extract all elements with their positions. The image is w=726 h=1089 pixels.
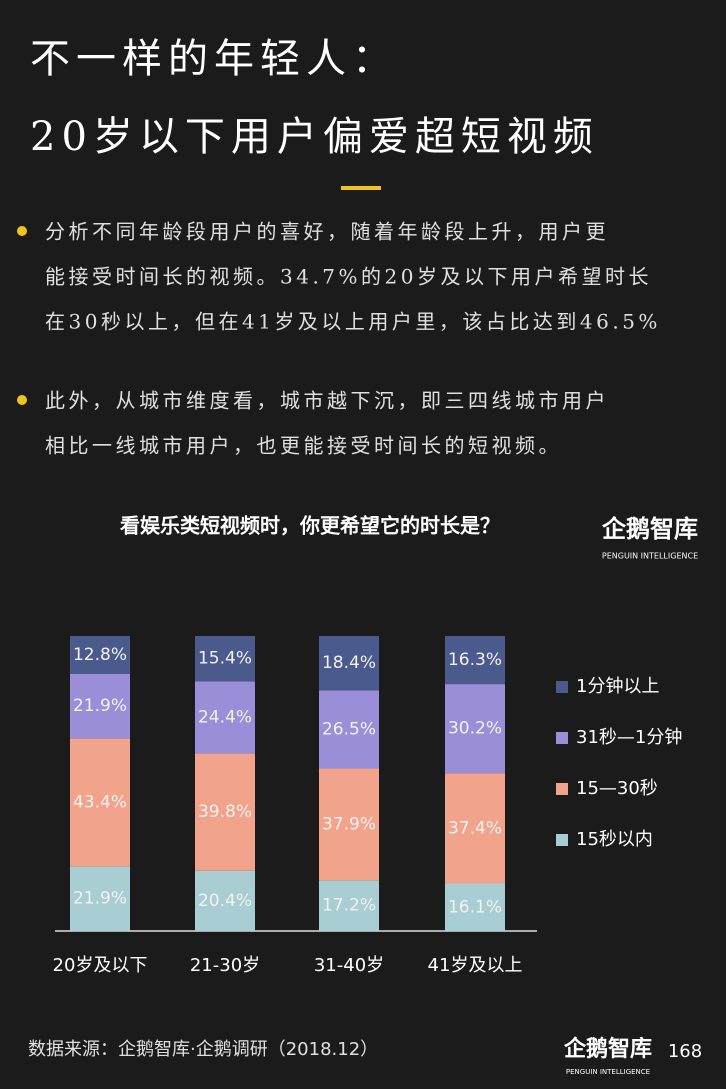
bullet-dot (17, 395, 27, 405)
bar-segment (319, 690, 379, 769)
bar-segment (445, 773, 505, 884)
data-label: 30.2% (448, 719, 502, 739)
bar-segment (70, 866, 130, 931)
data-label: 37.4% (448, 818, 502, 838)
title-line: 不一样的年轻人： (30, 36, 398, 82)
source: 数据来源：企鹅智库·企鹅调研（2018.12） (28, 1039, 378, 1060)
bar-segment (195, 870, 255, 931)
legend-swatch (556, 834, 568, 846)
legend-swatch (556, 732, 568, 744)
data-label: 12.8% (73, 645, 127, 665)
data-label: 18.4% (322, 653, 376, 673)
bullet-text: 分析不同年龄段用户的喜好，随着年龄段上升，用户更 (45, 220, 609, 244)
bullet-text: 在30秒以上，但在41岁及以上用户里，该占比达到46.5% (45, 310, 661, 334)
bar-segment (319, 636, 379, 691)
data-label: 16.1% (448, 897, 502, 917)
legend-label: 1分钟以上 (576, 676, 659, 697)
bar-segment (70, 673, 130, 739)
legend-label: 15秒以内 (576, 829, 653, 850)
bar-segment (70, 738, 130, 867)
bar-segment (70, 636, 130, 674)
bullet-text: 能接受时间长的视频。34.7%的20岁及以下用户希望时长 (45, 265, 652, 289)
bar-segment (445, 636, 505, 685)
bar-segment (319, 768, 379, 881)
data-label: 20.4% (198, 891, 252, 911)
legend-label: 15—30秒 (576, 778, 658, 799)
data-label: 15.4% (198, 649, 252, 669)
bullet-text: 此外，从城市维度看，城市越下沉，即三四线城市用户 (45, 389, 609, 413)
data-label: 39.8% (198, 802, 252, 822)
brand-name: 企鹅智库 (602, 515, 698, 543)
footer-brand: 企鹅智库 (563, 1036, 652, 1062)
data-label: 43.4% (73, 792, 127, 812)
brand-tagline: PENGUIN INTELLIGENCE (602, 552, 698, 561)
title-underline (341, 186, 381, 190)
bar-segment (195, 636, 255, 682)
data-label: 26.5% (322, 719, 376, 739)
data-label: 24.4% (198, 707, 252, 727)
title-line: 20岁以下用户偏爱超短视频 (30, 114, 599, 160)
bullet-dot (17, 226, 27, 236)
bar-segment (195, 753, 255, 871)
legend-swatch (556, 783, 568, 795)
bullet-text: 相比一线城市用户，也更能接受时间长的短视频。 (45, 434, 562, 458)
x-tick-label: 41岁及以上 (428, 955, 523, 976)
legend-swatch (556, 681, 568, 693)
x-tick-label: 31-40岁 (314, 955, 384, 976)
bar-segment (319, 880, 379, 931)
chart-title: 看娱乐类短视频时，你更希望它的时长是？ (120, 514, 500, 538)
data-label: 21.9% (73, 696, 127, 716)
data-label: 17.2% (322, 896, 376, 916)
page-number: 168 (668, 1041, 702, 1062)
legend-label: 31秒—1分钟 (576, 727, 682, 748)
data-label: 37.9% (322, 814, 376, 834)
bar-segment (445, 883, 505, 931)
x-tick-label: 21-30岁 (190, 955, 260, 976)
footer-tagline: PENGUIN INTELLIGENCE (566, 1068, 650, 1076)
x-tick-label: 20岁及以下 (53, 955, 148, 976)
data-label: 21.9% (73, 889, 127, 909)
bar-segment (445, 684, 505, 774)
data-label: 16.3% (448, 650, 502, 670)
bar-segment (195, 681, 255, 754)
